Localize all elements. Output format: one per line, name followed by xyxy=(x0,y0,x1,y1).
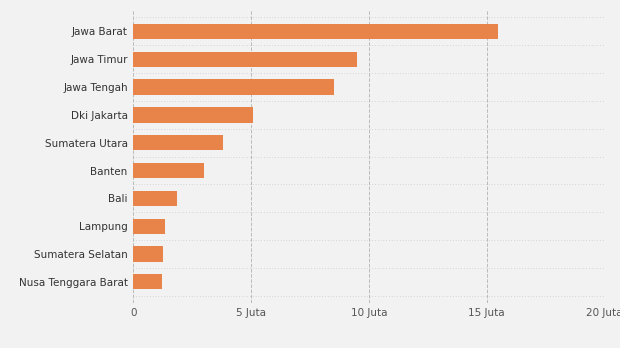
Bar xyxy=(133,52,357,67)
Bar xyxy=(133,246,162,262)
Bar xyxy=(133,163,204,178)
Bar xyxy=(133,219,165,234)
Bar xyxy=(133,24,498,39)
Bar xyxy=(133,274,162,290)
Bar xyxy=(133,135,223,150)
Bar xyxy=(133,107,254,122)
Bar xyxy=(133,191,177,206)
Bar xyxy=(133,79,334,95)
